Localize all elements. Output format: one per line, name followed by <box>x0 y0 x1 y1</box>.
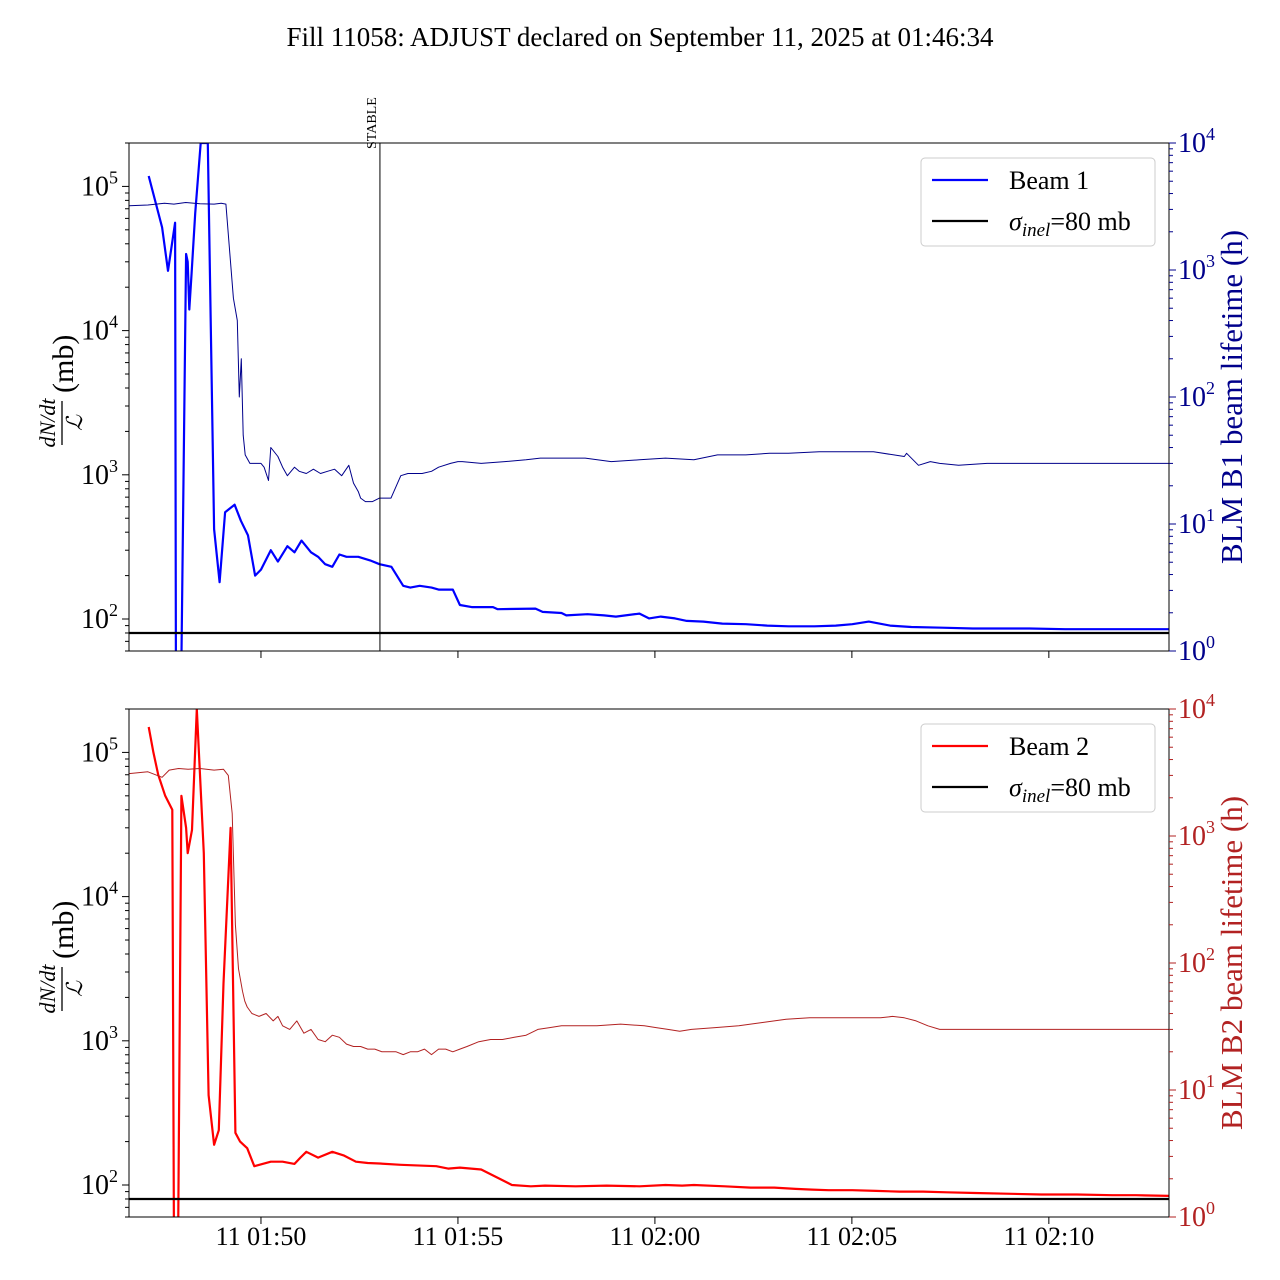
y-tick-base: 10 <box>81 316 109 347</box>
y-tick-base: 10 <box>81 171 109 202</box>
y2-tick-base: 10 <box>1178 1075 1206 1106</box>
y2-axis-label: BLM B2 beam lifetime (h) <box>1214 796 1249 1130</box>
y2-tick-base: 10 <box>1178 948 1206 979</box>
y2-tick-exponent: 1 <box>1206 505 1215 525</box>
y-tick-label: 103 <box>81 1022 118 1057</box>
x-tick-label: 11 01:55 <box>413 1222 504 1251</box>
y2-tick-label: 104 <box>1178 124 1215 159</box>
y-tick-label: 104 <box>81 878 118 913</box>
legend-suffix: =80 mb <box>1050 207 1130 236</box>
stable-marker-label: STABLE <box>365 97 380 149</box>
plot-area <box>129 709 1169 1217</box>
y2-tick-exponent: 1 <box>1206 1071 1215 1091</box>
y2-tick-base: 10 <box>1178 509 1206 540</box>
legend-subscript: inel <box>1022 786 1051 807</box>
y-tick-exponent: 3 <box>109 456 118 476</box>
y2-tick-exponent: 3 <box>1206 251 1215 271</box>
x-tick-label: 11 02:10 <box>1003 1222 1094 1251</box>
y-label-numerator: dN/dt <box>35 964 60 1014</box>
y2-tick-label: 101 <box>1178 1071 1215 1106</box>
figure-title: Fill 11058: ADJUST declared on September… <box>287 22 994 52</box>
legend-entry: σinel=80 mb <box>1009 773 1131 807</box>
cross-section-line-series-0 <box>147 709 1169 1217</box>
y-tick-exponent: 2 <box>109 1166 118 1186</box>
legend-subscript: inel <box>1022 220 1051 241</box>
y-tick-base: 10 <box>81 737 109 768</box>
y-label-denominator: ℒ <box>62 414 87 431</box>
y2-tick-label: 104 <box>1178 690 1215 725</box>
y-tick-label: 103 <box>81 456 118 491</box>
y2-tick-exponent: 4 <box>1206 124 1215 144</box>
y2-tick-label: 100 <box>1178 1198 1215 1233</box>
y2-tick-label: 103 <box>1178 251 1215 286</box>
y2-tick-base: 10 <box>1178 128 1206 159</box>
y-tick-label: 102 <box>81 600 118 635</box>
x-tick-label: 11 02:00 <box>610 1222 701 1251</box>
y-tick-base: 10 <box>81 1026 109 1057</box>
y2-tick-label: 100 <box>1178 632 1215 667</box>
y-axis-label: dN/dt ℒ (mb) <box>35 901 87 1014</box>
y-tick-label: 105 <box>81 733 118 768</box>
y-tick-exponent: 4 <box>109 312 118 332</box>
legend-entry: Beam 1 <box>1009 166 1089 195</box>
y2-tick-exponent: 2 <box>1206 944 1215 964</box>
y-tick-exponent: 3 <box>109 1022 118 1042</box>
y-tick-exponent: 5 <box>109 733 118 753</box>
legend-entry: σinel=80 mb <box>1009 207 1131 241</box>
cross-section-line-series-0 <box>147 143 1169 651</box>
legend-entry: Beam 2 <box>1009 732 1089 761</box>
y2-tick-label: 103 <box>1178 817 1215 852</box>
plot-area <box>129 143 1169 651</box>
lifetime-line-series-1 <box>129 202 1169 503</box>
y-label-unit: (mb) <box>47 335 80 393</box>
y2-tick-exponent: 0 <box>1206 1198 1215 1218</box>
y2-tick-base: 10 <box>1178 694 1206 725</box>
y2-tick-base: 10 <box>1178 255 1206 286</box>
y-tick-exponent: 2 <box>109 600 118 620</box>
y-label-numerator: dN/dt <box>35 398 60 448</box>
y-tick-exponent: 5 <box>109 167 118 187</box>
y-label-unit: (mb) <box>47 901 80 959</box>
y-tick-label: 104 <box>81 312 118 347</box>
y-tick-exponent: 4 <box>109 878 118 898</box>
legend-suffix: =80 mb <box>1050 773 1130 802</box>
y-tick-base: 10 <box>81 604 109 635</box>
lifetime-line-series-1 <box>129 768 1169 1056</box>
y2-tick-exponent: 0 <box>1206 632 1215 652</box>
x-tick-label: 11 02:05 <box>806 1222 897 1251</box>
y2-tick-exponent: 3 <box>1206 817 1215 837</box>
x-tick-label: 11 01:50 <box>216 1222 307 1251</box>
y2-tick-label: 102 <box>1178 378 1215 413</box>
y-tick-base: 10 <box>81 1170 109 1201</box>
legend-sigma: σ <box>1009 207 1023 236</box>
legend-sigma: σ <box>1009 773 1023 802</box>
y2-axis-label: BLM B1 beam lifetime (h) <box>1214 230 1249 564</box>
y2-tick-label: 101 <box>1178 505 1215 540</box>
y2-tick-label: 102 <box>1178 944 1215 979</box>
y-tick-base: 10 <box>81 882 109 913</box>
y-axis-label: dN/dt ℒ (mb) <box>35 335 87 448</box>
y-tick-label: 102 <box>81 1166 118 1201</box>
y2-tick-base: 10 <box>1178 1202 1206 1233</box>
y2-tick-base: 10 <box>1178 382 1206 413</box>
y-label-denominator: ℒ <box>62 980 87 997</box>
legend: Beam 1 σinel=80 mb <box>920 157 1156 247</box>
legend: Beam 2 σinel=80 mb <box>920 723 1156 813</box>
y2-tick-exponent: 4 <box>1206 690 1215 710</box>
y2-tick-base: 10 <box>1178 636 1206 667</box>
y2-tick-base: 10 <box>1178 821 1206 852</box>
y-tick-label: 105 <box>81 167 118 202</box>
y-tick-base: 10 <box>81 460 109 491</box>
y2-tick-exponent: 2 <box>1206 378 1215 398</box>
